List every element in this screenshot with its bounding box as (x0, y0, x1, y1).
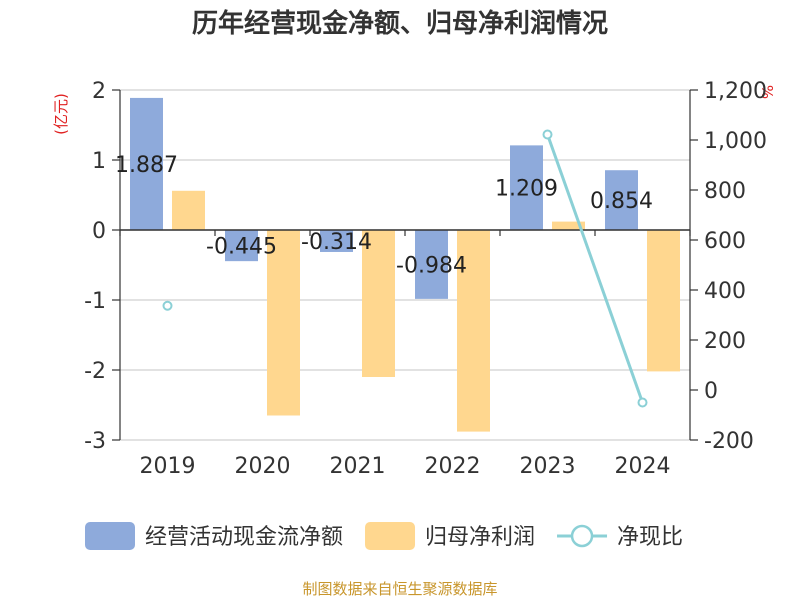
left-tick-label: -1 (84, 289, 106, 314)
right-tick-label: 200 (704, 329, 746, 354)
ratio-point (542, 129, 553, 140)
legend-marker (570, 524, 594, 548)
x-tick-label: 2019 (140, 454, 196, 479)
x-tick-label: 2022 (425, 454, 481, 479)
bar-cashflow (130, 97, 163, 230)
legend-swatch (85, 522, 135, 550)
data-label: -0.314 (301, 230, 372, 255)
line-series (162, 129, 648, 408)
source-note: 制图数据来自恒生聚源数据库 (302, 580, 497, 598)
bar-cashflow (510, 145, 543, 230)
data-label: 1.209 (495, 177, 558, 202)
bar-net-profit (552, 221, 585, 230)
legend-label: 净现比 (617, 525, 683, 550)
left-tick-label: -3 (84, 429, 106, 454)
ratio-point (162, 300, 173, 311)
right-tick-label: 600 (704, 229, 746, 254)
left-tick-label: -2 (84, 359, 106, 384)
right-tick-label: 1,000 (704, 129, 767, 154)
bar-cashflow (415, 230, 448, 299)
legend-label: 经营活动现金流净额 (145, 525, 343, 550)
data-label: -0.445 (206, 235, 277, 260)
bar-cashflow (225, 230, 258, 262)
ratio-line (546, 133, 644, 404)
data-label: 0.854 (590, 189, 653, 214)
bar-net-profit (267, 230, 300, 416)
right-axis-unit: % (758, 85, 776, 99)
data-label: -0.984 (396, 253, 467, 278)
left-tick-label: 1 (92, 149, 106, 174)
bar-net-profit (172, 190, 205, 230)
data-labels: 1.887 -0.445 -0.314 -0.984 1.209 0.854 (115, 153, 653, 278)
bar-net-profit (457, 230, 490, 432)
right-tick-label: 1,200 (704, 79, 767, 104)
left-tick-label: 2 (92, 79, 106, 104)
x-tick-label: 2023 (520, 454, 576, 479)
chart-title: 历年经营现金净额、归母净利润情况 (192, 8, 608, 39)
x-tick-label: 2021 (330, 454, 386, 479)
bar-net-profit (362, 230, 395, 377)
left-tick-label: 0 (92, 219, 106, 244)
bars (130, 97, 680, 432)
bar-cashflow (605, 170, 638, 230)
legend-swatch (365, 522, 416, 550)
right-tick-label: -200 (704, 429, 754, 454)
x-tick-label: 2020 (235, 454, 291, 479)
left-axis-unit: (亿元) (52, 93, 70, 135)
x-tick-label: 2024 (615, 454, 671, 479)
legend-label: 归母净利润 (425, 525, 535, 550)
right-tick-label: 0 (704, 379, 718, 404)
right-tick-label: 800 (704, 179, 746, 204)
right-tick-label: 400 (704, 279, 746, 304)
ratio-point (637, 397, 648, 408)
legend: 经营活动现金流净额 归母净利润 净现比 (85, 522, 683, 550)
axes: 2 1 0 -1 -2 -3 1,200 1,000 800 600 400 200 0 -200 2019… (84, 79, 767, 479)
bar-cashflow (320, 230, 353, 252)
data-label: 1.887 (115, 153, 178, 178)
bar-net-profit (647, 230, 680, 372)
